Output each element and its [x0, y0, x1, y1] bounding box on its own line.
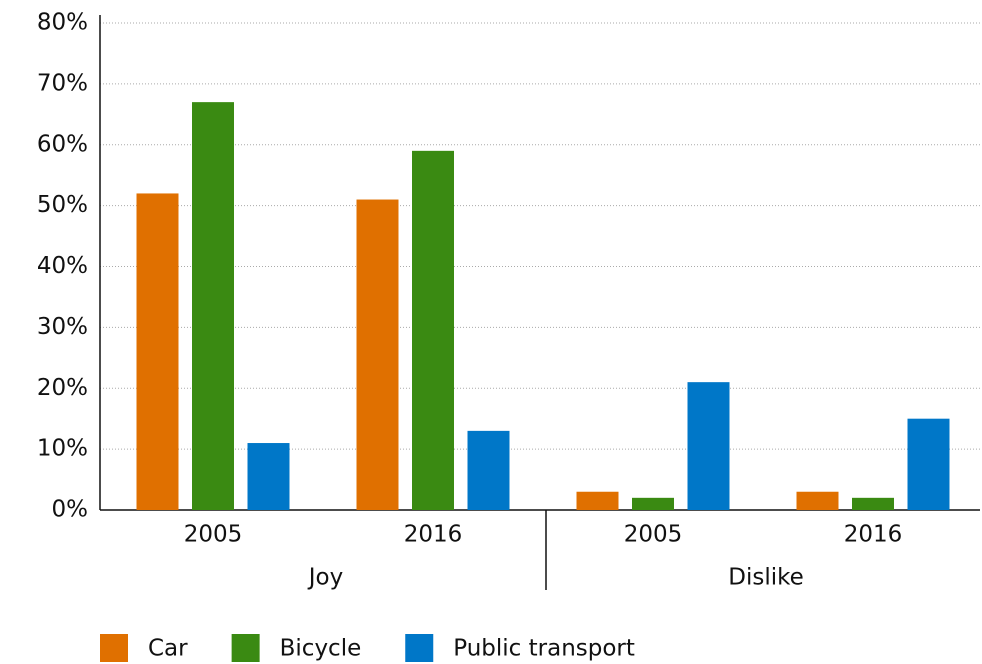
group-label: Joy: [307, 565, 343, 591]
group-label: Dislike: [728, 565, 804, 591]
bar: [796, 491, 839, 510]
y-tick-label: 30%: [37, 314, 88, 340]
bar: [136, 193, 179, 510]
bar: [687, 382, 730, 510]
y-tick-label: 80%: [37, 10, 88, 36]
x-tick-label: 2005: [624, 522, 683, 548]
bar: [632, 497, 674, 510]
bar: [412, 150, 454, 510]
bar: [192, 102, 234, 510]
bar: [356, 199, 399, 510]
legend-label: Car: [148, 636, 188, 662]
y-tick-label: 20%: [37, 375, 88, 401]
legend-swatch: [100, 634, 128, 662]
bar: [576, 491, 619, 510]
bar: [247, 443, 290, 510]
y-tick-label: 0%: [52, 497, 89, 523]
legend-label: Public transport: [453, 636, 635, 662]
legend-swatch: [405, 634, 434, 662]
bar: [467, 430, 510, 510]
legend-swatch: [231, 634, 260, 662]
y-tick-label: 60%: [37, 131, 88, 157]
x-tick-label: 2016: [844, 522, 903, 548]
bar: [907, 418, 950, 510]
y-tick-label: 10%: [37, 436, 88, 462]
x-tick-label: 2005: [184, 522, 243, 548]
y-tick-label: 40%: [37, 253, 88, 279]
legend-label: Bicycle: [280, 636, 362, 662]
bar: [852, 497, 894, 510]
y-tick-label: 50%: [37, 192, 88, 218]
y-tick-label: 70%: [37, 70, 88, 96]
x-tick-label: 2016: [404, 522, 463, 548]
